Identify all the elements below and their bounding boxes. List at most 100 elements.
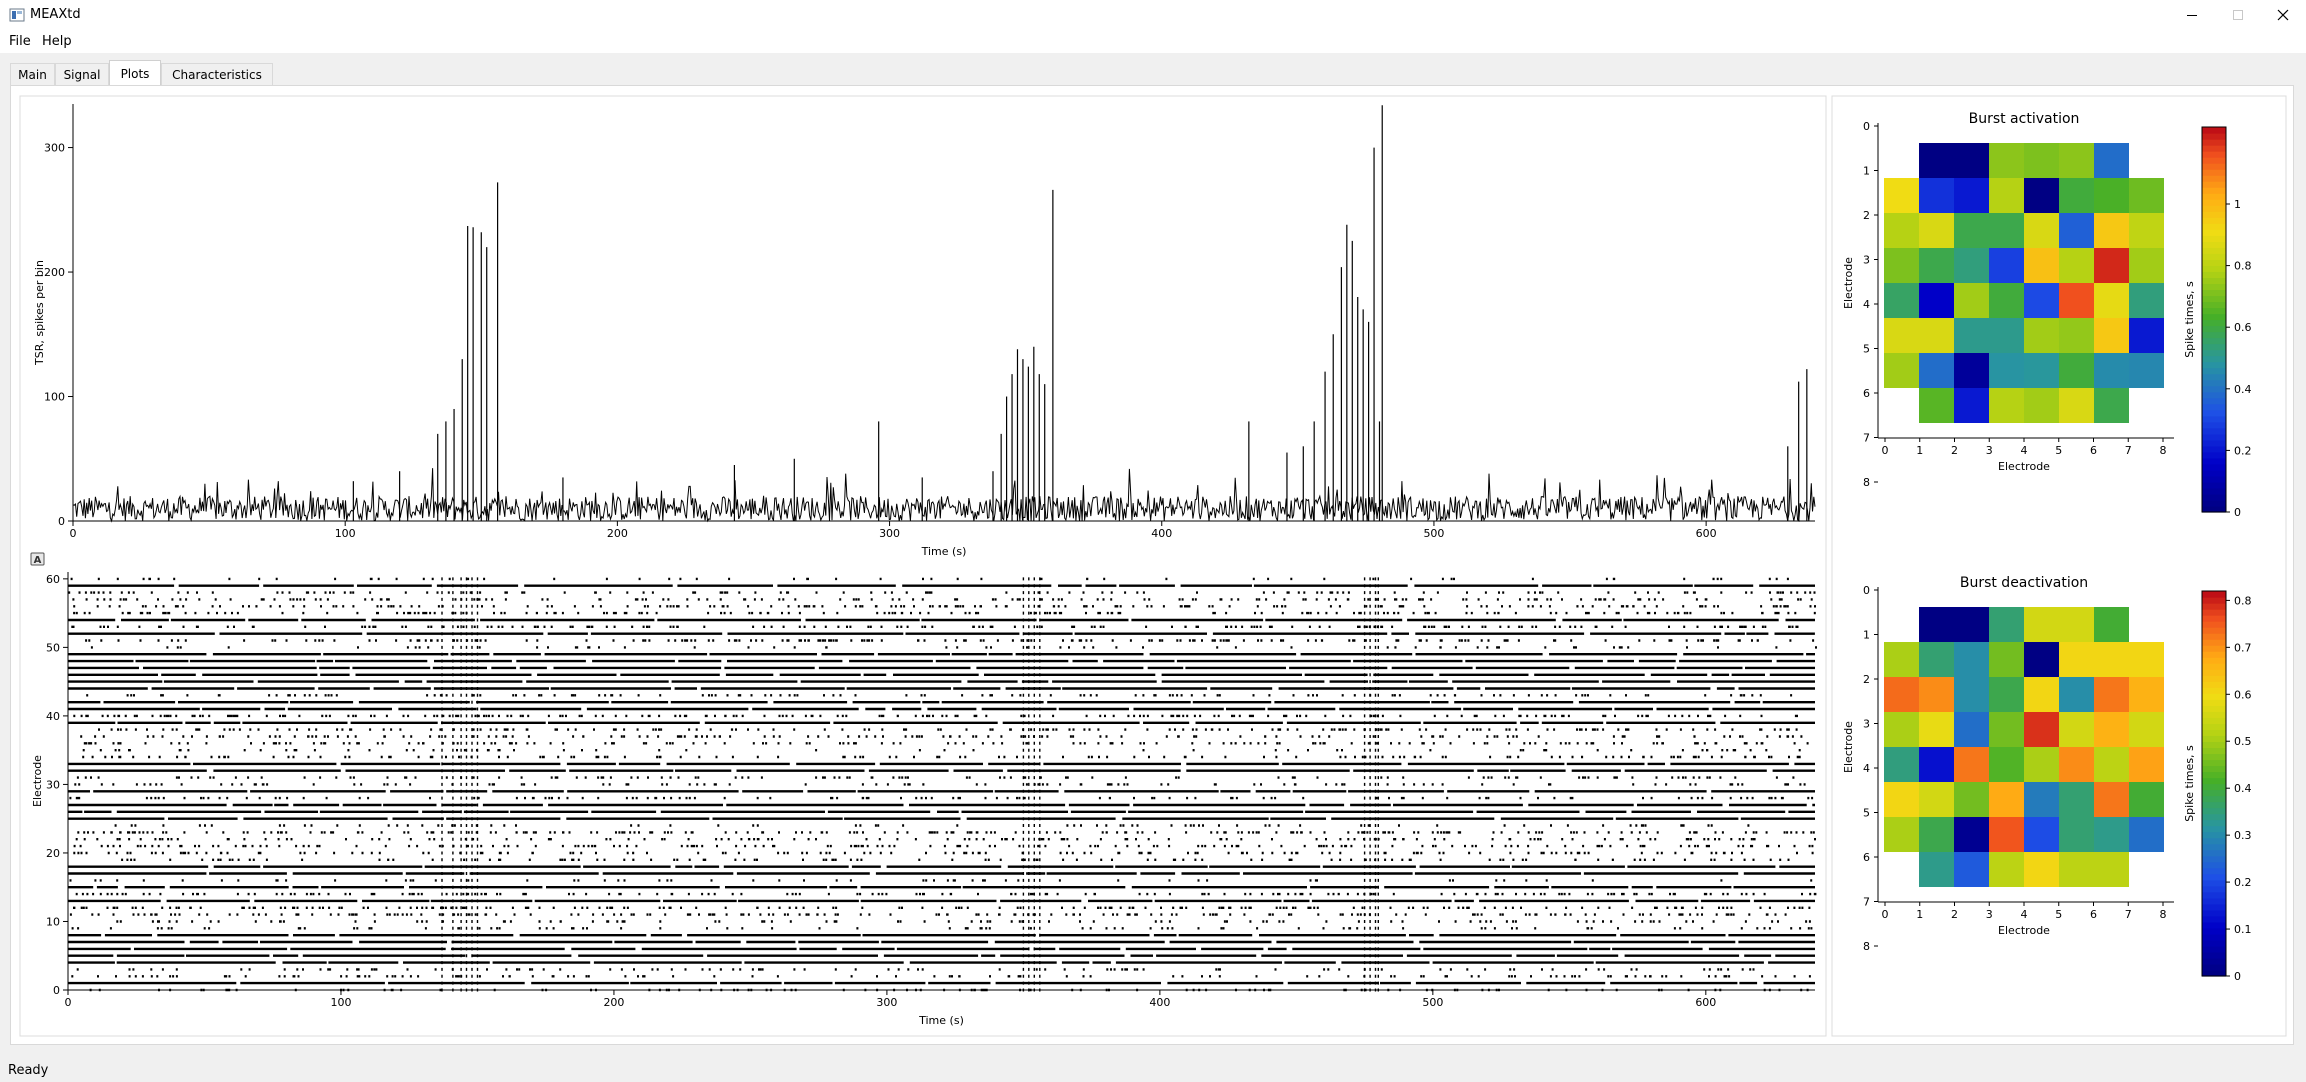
- colorbar-segment: [2202, 469, 2226, 477]
- y-tick-label: 4: [1863, 298, 1870, 311]
- colorbar-segment: [2202, 391, 2226, 399]
- colorbar-tick-label: 0.1: [2234, 923, 2252, 936]
- tab-main[interactable]: Main: [10, 63, 55, 85]
- heatmap-cell: [2024, 283, 2059, 318]
- colorbar-segment: [2202, 337, 2226, 345]
- x-tick-label: 1: [1916, 908, 1923, 921]
- autoscale-button[interactable]: A: [30, 552, 45, 566]
- colorbar-segment: [2202, 825, 2226, 833]
- heatmap-cell: [1884, 248, 1919, 283]
- colorbar-tick-label: 0.8: [2234, 260, 2252, 273]
- y-tick-label: 5: [1863, 343, 1870, 356]
- heatmap-cell: [1884, 677, 1919, 712]
- tab-signal[interactable]: Signal: [55, 63, 109, 85]
- x-tick-label: 400: [1151, 527, 1172, 540]
- colorbar-segment: [2202, 969, 2226, 977]
- menu-file[interactable]: File: [9, 34, 31, 49]
- colorbar-segment: [2202, 651, 2226, 658]
- heatmap-cell: [2129, 782, 2164, 817]
- colorbar-segment: [2202, 139, 2226, 146]
- x-tick-label: 7: [2125, 444, 2132, 457]
- heatmap-cell: [2059, 712, 2094, 747]
- colorbar-segment: [2202, 349, 2226, 357]
- heatmap-cell: [1919, 817, 1954, 852]
- colorbar-segment: [2202, 705, 2226, 712]
- heatmap-cell: [1919, 782, 1954, 817]
- heatmap-cell: [2129, 318, 2164, 353]
- heatmap-cell: [2024, 852, 2059, 887]
- minimize-button[interactable]: [2169, 0, 2215, 30]
- colorbar-segment: [2202, 633, 2226, 640]
- y-tick-label: 60: [46, 573, 60, 586]
- colorbar-segment: [2202, 193, 2226, 200]
- heatmap-cell: [2094, 283, 2129, 318]
- y-tick-label: 10: [46, 915, 60, 928]
- burst-column: [1022, 577, 1030, 992]
- heatmap-cell: [1989, 852, 2024, 887]
- heatmap-cell: [2094, 607, 2129, 642]
- colorbar-segment: [2202, 175, 2226, 182]
- colorbar-segment: [2202, 591, 2226, 598]
- y-tick-label: 1: [1863, 629, 1870, 642]
- y-tick-label: 2: [1863, 209, 1870, 222]
- colorbar-segment: [2202, 439, 2226, 447]
- colorbar-segment: [2202, 145, 2226, 152]
- heatmap-cell: [2059, 677, 2094, 712]
- colorbar-tick-label: 0.4: [2234, 782, 2252, 795]
- colorbar-segment: [2202, 849, 2226, 857]
- colorbar-segment: [2202, 957, 2226, 965]
- colorbar-segment: [2202, 211, 2226, 218]
- heatmap-cell: [2094, 318, 2129, 353]
- x-tick-label: 500: [1422, 996, 1443, 1009]
- colorbar-label: Spike times, s: [2183, 745, 2196, 822]
- heatmap-cell: [1989, 607, 2024, 642]
- colorbar-segment: [2202, 717, 2226, 724]
- x-tick-label: 4: [2021, 908, 2028, 921]
- heatmap-cell: [2059, 852, 2094, 887]
- colorbar-segment: [2202, 747, 2226, 755]
- tsr-series-line: [72, 468, 1816, 523]
- x-tick-label: 3: [1986, 444, 1993, 457]
- heatmap-cell: [2094, 817, 2129, 852]
- maximize-button[interactable]: [2215, 0, 2261, 30]
- menu-bar: File Help: [0, 30, 2306, 53]
- colorbar-segment: [2202, 867, 2226, 875]
- colorbar-segment: [2202, 939, 2226, 947]
- heatmap-cell: [1989, 248, 2024, 283]
- heatmap-cell: [1989, 353, 2024, 388]
- heatmap-cell: [2129, 248, 2164, 283]
- heatmap-cell: [2059, 318, 2094, 353]
- heatmap-cell: [2024, 747, 2059, 782]
- heatmap-cell: [2024, 353, 2059, 388]
- colorbar-segment: [2202, 217, 2226, 224]
- colorbar-segment: [2202, 837, 2226, 845]
- colorbar-segment: [2202, 157, 2226, 164]
- menu-help[interactable]: Help: [42, 34, 72, 49]
- colorbar-segment: [2202, 379, 2226, 387]
- heatmap-cell: [2094, 712, 2129, 747]
- heatmap-cell: [2024, 712, 2059, 747]
- colorbar-segment: [2202, 307, 2226, 315]
- x-tick-label: 0: [65, 996, 72, 1009]
- close-button[interactable]: [2260, 0, 2306, 30]
- heatmap-cell: [1954, 143, 1989, 178]
- tab-plots[interactable]: Plots: [109, 60, 161, 86]
- colorbar-segment: [2202, 657, 2226, 664]
- colorbar-tick-label: 0.4: [2234, 383, 2252, 396]
- colorbar-segment: [2202, 373, 2226, 381]
- y-tick-label: 2: [1863, 673, 1870, 686]
- heatmap-cell: [1954, 178, 1989, 213]
- x-tick-label: 8: [2160, 444, 2167, 457]
- colorbar-segment: [2202, 295, 2226, 303]
- y-tick-label: 8: [1863, 940, 1870, 953]
- x-tick-label: 5: [2055, 908, 2062, 921]
- y-tick-label: 0: [58, 515, 65, 528]
- y-axis-label: Electrode: [1842, 257, 1855, 309]
- heatmap-cell: [1954, 747, 1989, 782]
- heatmap-cell: [1989, 782, 2024, 817]
- tab-characteristics[interactable]: Characteristics: [161, 63, 273, 85]
- heatmap-cell: [2094, 747, 2129, 782]
- heatmap-cell: [2024, 607, 2059, 642]
- colorbar-segment: [2202, 355, 2226, 363]
